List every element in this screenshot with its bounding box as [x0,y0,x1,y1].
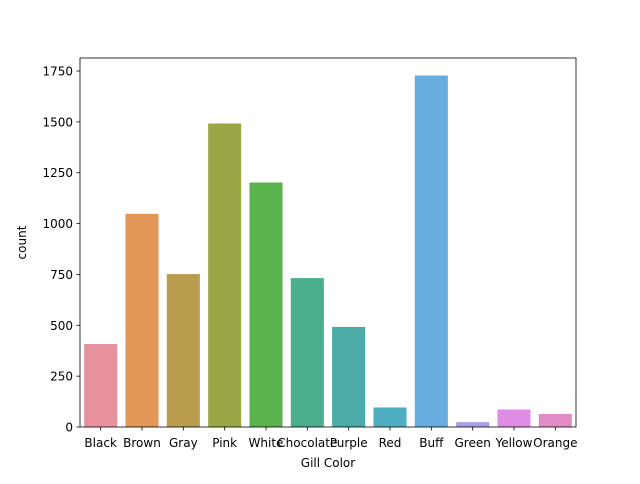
x-axis-label: Gill Color [301,456,356,470]
bars-layer [84,75,572,428]
bar-purple [332,326,366,427]
y-tick-label: 500 [50,319,73,333]
bar-white [249,182,283,427]
bar-gray [166,274,200,427]
bar-buff [414,75,448,428]
bar-green [456,422,490,427]
x-tick-label: Chocolate [277,436,337,450]
bar-chocolate [290,278,324,427]
x-tick-label: Pink [212,436,237,450]
x-tick-label: Red [379,436,402,450]
x-tick-label: Gray [169,436,198,450]
y-tick-label: 1250 [42,166,73,180]
x-tick-label: Yellow [495,436,533,450]
bar-brown [125,213,159,427]
x-tick-label: Orange [533,436,577,450]
x-tick-label: White [249,436,284,450]
y-tick-label: 750 [50,268,73,282]
bar-orange [538,413,572,427]
y-axis-label: count [15,225,29,259]
x-tick-label: Green [454,436,490,450]
bar-red [373,407,407,427]
x-tick-label: Buff [419,436,444,450]
y-tick-label: 1000 [42,217,73,231]
bar-pink [208,123,242,427]
x-tick-label: Black [84,436,117,450]
x-tick-label: Brown [123,436,161,450]
bar-yellow [497,409,531,427]
y-tick-label: 1750 [42,65,73,79]
y-tick-label: 0 [65,421,73,435]
y-tick-label: 250 [50,370,73,384]
x-tick-label: Purple [330,436,368,450]
y-tick-label: 1500 [42,115,73,129]
y-axis-ticks: 0 250 500 750 1000 1250 1500 1750 [42,65,80,435]
bar-black [84,344,118,427]
plot-frame [79,57,577,428]
